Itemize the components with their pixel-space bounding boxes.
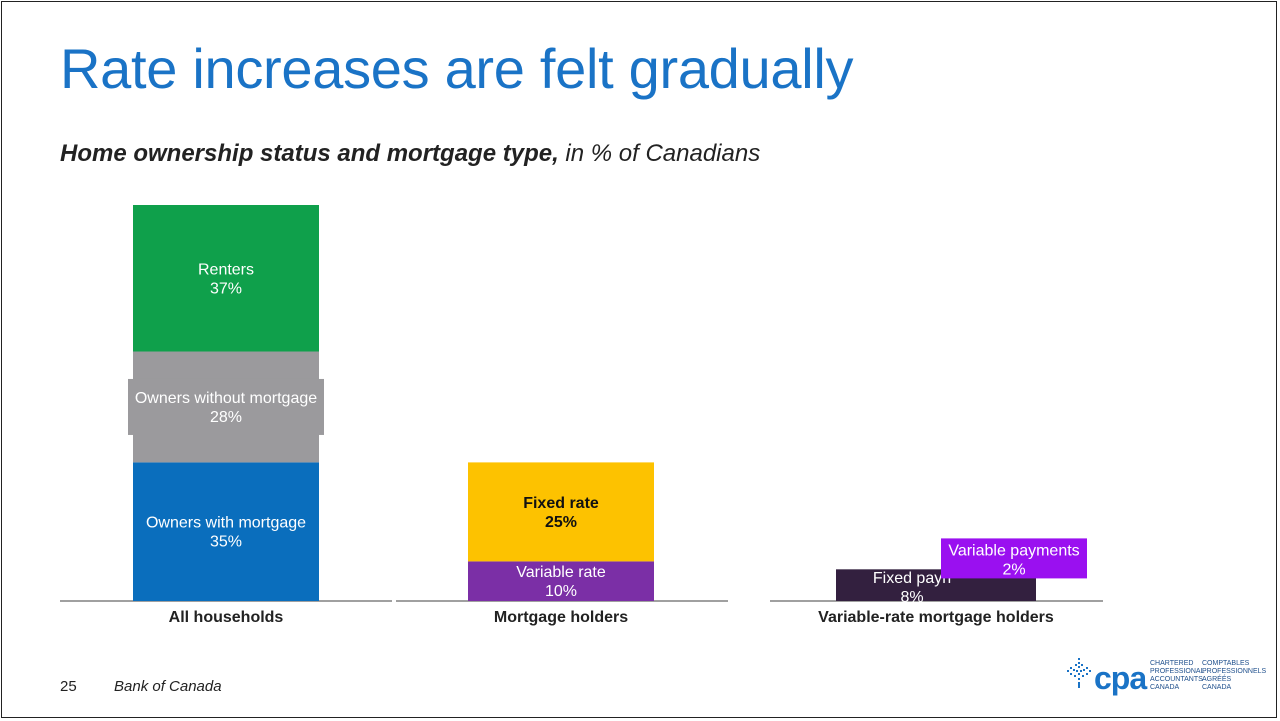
maple-leaf-icon bbox=[1067, 658, 1091, 688]
slide-title: Rate increases are felt gradually bbox=[60, 37, 854, 100]
bar-segment-variable-rate bbox=[468, 561, 654, 601]
subtitle-bold: Home ownership status and mortgage type, bbox=[60, 140, 559, 167]
bar-segment-renters bbox=[133, 205, 319, 352]
x-tick-label-all-households: All households bbox=[169, 609, 284, 626]
x-tick-label-mortgage-holders: Mortgage holders bbox=[494, 609, 628, 626]
data-label-variable-rate: Variable rate bbox=[516, 564, 606, 581]
data-label-renters: Renters bbox=[198, 261, 254, 278]
data-value-variable-payments: 2% bbox=[1002, 561, 1025, 578]
data-value-fixed-rate: 25% bbox=[545, 514, 577, 531]
bar-segment-owners-with-mortgage bbox=[133, 462, 319, 601]
data-label-box-owners-without-mortgage bbox=[128, 378, 324, 435]
chart-subtitle: Home ownership status and mortgage type,… bbox=[60, 140, 760, 168]
bar-segment-fixed-rate bbox=[468, 462, 654, 562]
data-value-owners-without-mortgage: 28% bbox=[210, 409, 242, 426]
data-label-owners-without-mortgage: Owners without mortgage bbox=[135, 390, 317, 407]
logo-french-text: COMPTABLES PROFESSIONNELS AGRÉÉS CANADA bbox=[1202, 660, 1267, 691]
source-note: Bank of Canada bbox=[114, 678, 222, 695]
data-label-fixed-payments: Fixed payn bbox=[873, 570, 951, 587]
data-value-renters: 37% bbox=[210, 280, 242, 297]
data-value-owners-with-mortgage: 35% bbox=[210, 534, 242, 551]
cpa-logo: cpa CHARTERED PROFESSIONAL ACCOUNTANTS CANA… bbox=[1066, 656, 1266, 706]
logo-english-text: CHARTERED PROFESSIONAL ACCOUNTANTS CANADA bbox=[1150, 660, 1205, 691]
cpa-wordmark: cpa bbox=[1094, 660, 1147, 696]
subtitle-rest: in % of Canadians bbox=[558, 140, 761, 167]
data-label-fixed-rate: Fixed rate bbox=[523, 495, 599, 512]
page-number: 25 bbox=[60, 678, 77, 695]
data-label-variable-payments: Variable payments bbox=[948, 542, 1079, 559]
data-value-fixed-payments: 8% bbox=[900, 589, 923, 606]
data-value-variable-rate: 10% bbox=[545, 583, 577, 600]
data-label-box-variable-payments bbox=[941, 538, 1087, 579]
x-tick-label-variable-rate-mortgage-holders: Variable-rate mortgage holders bbox=[818, 609, 1054, 626]
data-label-owners-with-mortgage: Owners with mortgage bbox=[146, 515, 306, 532]
